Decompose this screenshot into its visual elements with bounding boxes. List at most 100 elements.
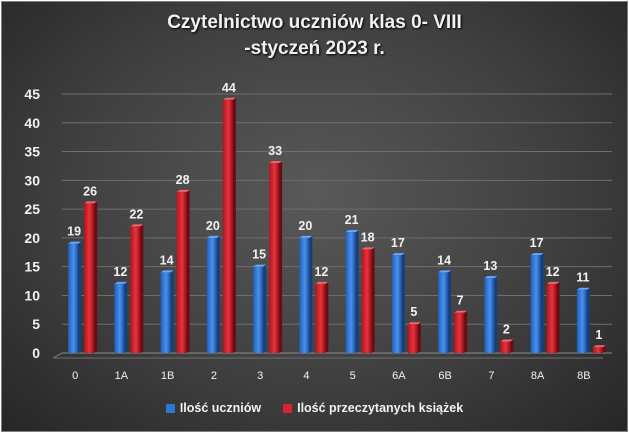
axis-floor-edge bbox=[52, 352, 63, 359]
bar-top-s2-1B bbox=[176, 189, 190, 192]
bar-s2-3 bbox=[269, 163, 280, 353]
x-tick-label-8B: 8B bbox=[577, 370, 590, 382]
y-tick-label-30: 30 bbox=[24, 172, 40, 188]
bar-s2-1B bbox=[176, 191, 187, 353]
bar-side-s1-3 bbox=[263, 264, 267, 353]
x-tick-label-6A: 6A bbox=[392, 370, 406, 382]
y-tick-label-5: 5 bbox=[32, 316, 40, 332]
bar-s2-8A bbox=[546, 283, 557, 353]
legend-item-series-1: Ilość uczniów bbox=[165, 401, 261, 415]
bar-top-s2-8A bbox=[546, 281, 560, 284]
x-tick-label-1B: 1B bbox=[161, 370, 174, 382]
bar-top-s2-8B bbox=[592, 345, 606, 348]
data-label-s2-6A: 5 bbox=[410, 305, 417, 319]
bar-top-s1-0 bbox=[68, 241, 82, 244]
bar-s2-2 bbox=[222, 99, 233, 353]
legend-item-series-2: Ilość przeczytanych książek bbox=[283, 401, 463, 415]
y-tick-label-45: 45 bbox=[24, 86, 40, 102]
bar-side-s2-6A bbox=[417, 322, 421, 353]
bar-side-s2-7 bbox=[510, 339, 514, 353]
data-label-s1-7: 13 bbox=[483, 259, 497, 273]
bar-s2-7 bbox=[500, 341, 511, 353]
bar-side-s2-2 bbox=[232, 97, 236, 353]
y-tick-label-35: 35 bbox=[24, 144, 40, 160]
data-label-s2-1A: 22 bbox=[129, 207, 143, 221]
data-label-s1-4: 20 bbox=[298, 219, 312, 233]
bar-side-s2-3 bbox=[279, 161, 283, 353]
chart-legend: Ilość uczniów Ilość przeczytanych książe… bbox=[2, 401, 627, 415]
data-label-s1-6A: 17 bbox=[391, 236, 405, 250]
y-tick-label-20: 20 bbox=[24, 230, 40, 246]
legend-swatch-series-2 bbox=[283, 403, 293, 413]
bar-s2-6B bbox=[454, 312, 465, 353]
bar-s1-8A bbox=[530, 255, 541, 353]
chart-title-line-2: -styczeń 2023 r. bbox=[244, 38, 385, 59]
bar-side-s1-6B bbox=[448, 270, 452, 353]
bar-top-s2-5 bbox=[361, 247, 375, 250]
bar-top-s2-2 bbox=[222, 97, 236, 100]
bar-top-s1-4 bbox=[299, 235, 313, 238]
legend-label-series-2: Ilość przeczytanych książek bbox=[297, 401, 464, 415]
bar-top-s2-3 bbox=[269, 161, 283, 164]
bar-s1-7 bbox=[484, 278, 495, 353]
bar-top-s1-1B bbox=[160, 270, 174, 273]
data-label-s2-8A: 12 bbox=[546, 265, 560, 279]
bar-side-s1-8B bbox=[586, 287, 590, 353]
x-tick-label-0: 0 bbox=[72, 370, 78, 382]
bar-top-s1-2 bbox=[206, 235, 220, 238]
data-label-s1-8B: 11 bbox=[576, 271, 589, 285]
bar-side-s1-4 bbox=[309, 235, 313, 353]
bar-side-s1-6A bbox=[401, 253, 405, 353]
bar-side-s1-1A bbox=[124, 281, 128, 353]
bar-s1-1A bbox=[114, 283, 125, 353]
bar-top-s2-7 bbox=[500, 339, 514, 342]
bar-side-s1-0 bbox=[78, 241, 82, 353]
x-tick-label-2: 2 bbox=[211, 370, 217, 382]
bar-top-s1-7 bbox=[484, 276, 498, 279]
x-tick-label-8A: 8A bbox=[531, 370, 545, 382]
data-label-s1-6B: 14 bbox=[437, 253, 451, 267]
bar-s1-4 bbox=[299, 237, 310, 353]
y-tick-label-10: 10 bbox=[24, 287, 40, 303]
bar-side-s2-8B bbox=[602, 345, 606, 353]
bar-s2-8B bbox=[592, 347, 603, 353]
data-label-s1-8A: 17 bbox=[530, 236, 544, 250]
x-tick-label-5: 5 bbox=[350, 370, 356, 382]
bar-s1-2 bbox=[206, 237, 217, 353]
data-label-s2-3: 33 bbox=[268, 144, 282, 158]
bar-s1-8B bbox=[576, 289, 587, 353]
data-label-s1-5: 21 bbox=[345, 213, 359, 227]
bar-s1-0 bbox=[68, 243, 79, 353]
data-label-s2-7: 2 bbox=[503, 322, 510, 336]
bar-top-s2-0 bbox=[84, 201, 98, 204]
bar-side-s1-2 bbox=[216, 235, 220, 353]
bar-s1-3 bbox=[253, 266, 264, 353]
bar-side-s2-0 bbox=[94, 201, 98, 353]
bar-s2-4 bbox=[315, 283, 326, 353]
y-tick-label-25: 25 bbox=[24, 201, 40, 217]
data-label-s2-8B: 1 bbox=[595, 328, 602, 342]
y-tick-label-15: 15 bbox=[24, 259, 40, 275]
data-label-s1-2: 20 bbox=[206, 219, 220, 233]
bar-top-s1-6A bbox=[391, 253, 405, 256]
bar-s1-6A bbox=[391, 255, 402, 353]
bar-side-s1-7 bbox=[494, 276, 498, 353]
bar-s1-1B bbox=[160, 272, 171, 353]
bar-s1-5 bbox=[345, 232, 356, 353]
x-tick-label-1A: 1A bbox=[115, 370, 129, 382]
bar-side-s2-1B bbox=[186, 189, 190, 353]
x-tick-label-7: 7 bbox=[488, 370, 494, 382]
bar-side-s2-4 bbox=[325, 281, 329, 353]
bar-top-s1-1A bbox=[114, 281, 128, 284]
x-tick-label-3: 3 bbox=[257, 370, 263, 382]
bar-side-s1-8A bbox=[540, 253, 544, 353]
bar-side-s1-1B bbox=[170, 270, 174, 353]
bar-s2-6A bbox=[407, 324, 418, 353]
data-label-s2-2: 44 bbox=[222, 81, 236, 95]
legend-swatch-series-1 bbox=[165, 403, 175, 413]
data-label-s2-0: 26 bbox=[83, 184, 97, 198]
data-label-s2-5: 18 bbox=[361, 230, 375, 244]
bar-side-s2-5 bbox=[371, 247, 375, 353]
